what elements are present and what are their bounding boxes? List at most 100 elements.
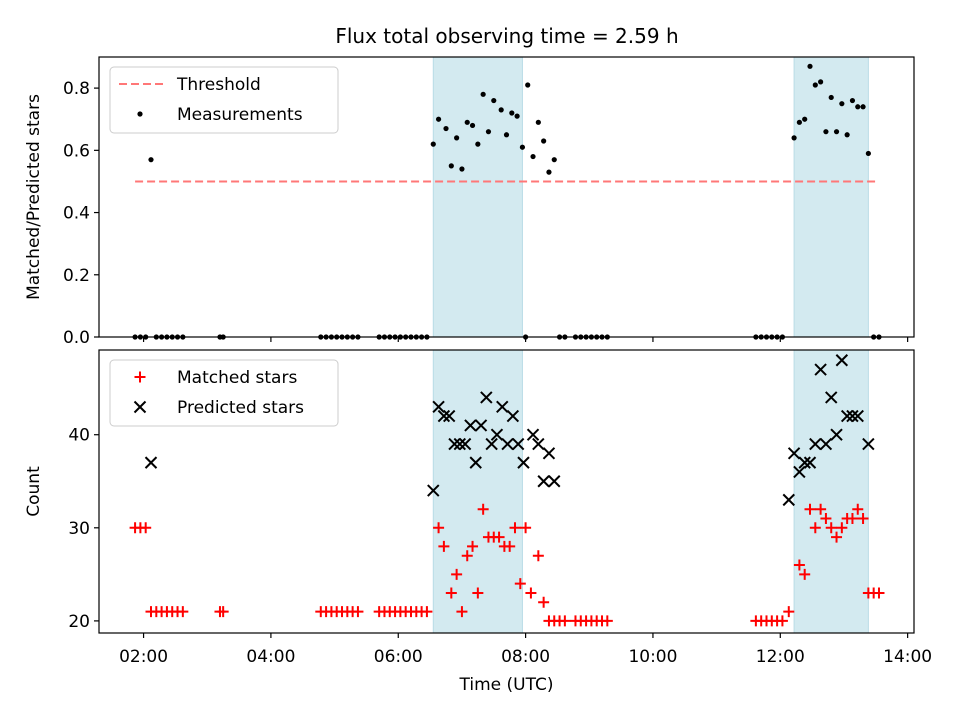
data-point bbox=[793, 559, 805, 571]
data-point bbox=[525, 82, 531, 88]
data-point bbox=[467, 540, 479, 552]
data-point bbox=[514, 113, 520, 119]
series-predicted-stars bbox=[144, 354, 875, 507]
legend: Threshold Measurements bbox=[109, 66, 339, 134]
y-tick-label: 40 bbox=[68, 426, 90, 446]
data-point bbox=[520, 522, 532, 534]
data-point bbox=[427, 484, 440, 497]
top-panel-flux-ratio: 0.0 0.2 0.4 0.6 0.8 Matched/Predicted stars Th… bbox=[24, 56, 915, 348]
data-point bbox=[796, 119, 802, 125]
legend-label: Threshold bbox=[176, 75, 261, 95]
data-point bbox=[491, 97, 497, 104]
data-point bbox=[532, 550, 544, 562]
data-point bbox=[177, 606, 189, 618]
data-point bbox=[480, 391, 493, 404]
y-tick-label: 0.4 bbox=[63, 204, 90, 224]
data-point bbox=[442, 409, 456, 423]
data-point bbox=[519, 144, 526, 150]
data-point bbox=[833, 129, 840, 135]
data-point bbox=[498, 107, 504, 113]
data-point bbox=[496, 400, 509, 413]
data-point bbox=[802, 116, 808, 122]
data-point bbox=[472, 587, 484, 599]
x-tick-label: 02:00 bbox=[119, 647, 168, 667]
axes-frame bbox=[98, 56, 915, 338]
data-point bbox=[464, 419, 477, 432]
data-point bbox=[852, 503, 864, 515]
data-point bbox=[448, 163, 454, 169]
data-point bbox=[438, 540, 450, 552]
data-point bbox=[809, 437, 822, 451]
data-point bbox=[217, 606, 229, 618]
legend-label: Matched stars bbox=[177, 368, 297, 388]
data-point bbox=[782, 493, 795, 507]
data-point bbox=[814, 363, 827, 376]
data-point bbox=[840, 409, 854, 423]
data-point bbox=[787, 447, 801, 460]
legend-label: Measurements bbox=[177, 105, 303, 125]
data-point bbox=[509, 110, 515, 116]
data-point bbox=[144, 456, 158, 469]
data-point bbox=[862, 437, 875, 451]
data-point bbox=[475, 141, 481, 147]
data-point bbox=[793, 465, 806, 479]
x-tick-label: 10:00 bbox=[628, 647, 677, 667]
data-point bbox=[352, 606, 364, 618]
shaded-interval bbox=[432, 56, 523, 338]
data-point bbox=[546, 169, 552, 175]
data-point bbox=[855, 104, 861, 110]
shaded-interval bbox=[432, 349, 523, 634]
data-point bbox=[836, 522, 848, 534]
data-point bbox=[506, 409, 520, 423]
legend-label: Predicted stars bbox=[177, 398, 304, 418]
x-tick-label: 06:00 bbox=[374, 647, 423, 667]
data-point bbox=[514, 578, 526, 590]
data-point bbox=[819, 437, 833, 451]
data-point bbox=[437, 409, 451, 423]
data-point bbox=[860, 104, 866, 110]
data-point bbox=[503, 132, 510, 138]
data-point bbox=[140, 522, 152, 534]
legend-box bbox=[109, 66, 339, 134]
data-point bbox=[804, 503, 816, 515]
data-point bbox=[490, 428, 504, 441]
data-point bbox=[443, 125, 449, 132]
data-point bbox=[851, 409, 864, 423]
data-point bbox=[798, 456, 811, 469]
chart-title: Flux total observing time = 2.59 h bbox=[335, 24, 678, 48]
data-point bbox=[448, 437, 461, 451]
data-point bbox=[839, 101, 845, 107]
data-point bbox=[783, 606, 795, 618]
x-tick-label: 04:00 bbox=[246, 647, 295, 667]
data-point bbox=[541, 138, 547, 144]
data-point bbox=[559, 615, 571, 627]
data-point bbox=[849, 97, 856, 104]
data-point bbox=[803, 456, 817, 469]
data-point bbox=[526, 428, 540, 441]
data-point bbox=[469, 456, 482, 469]
data-point bbox=[807, 63, 813, 69]
data-point bbox=[504, 540, 516, 552]
y-tick-label: 20 bbox=[68, 612, 90, 632]
data-point bbox=[776, 615, 788, 627]
series-matched-stars bbox=[129, 503, 885, 627]
data-point bbox=[469, 122, 476, 129]
data-point bbox=[530, 153, 536, 160]
data-point bbox=[799, 568, 811, 580]
data-point bbox=[809, 522, 821, 534]
data-point bbox=[433, 522, 445, 534]
data-point bbox=[825, 391, 838, 404]
data-point bbox=[517, 456, 530, 469]
data-point bbox=[823, 129, 829, 135]
data-point bbox=[831, 531, 843, 543]
data-point bbox=[601, 615, 613, 627]
data-point bbox=[865, 150, 871, 157]
data-point bbox=[451, 568, 463, 580]
y-tick-label: 30 bbox=[68, 519, 90, 539]
x-axis-label: Time (UTC) bbox=[459, 675, 554, 695]
data-point bbox=[480, 91, 486, 97]
y-tick-label: 0.0 bbox=[63, 328, 90, 348]
data-point bbox=[844, 132, 850, 138]
x-tick-label: 14:00 bbox=[883, 647, 932, 667]
data-point bbox=[485, 129, 492, 135]
